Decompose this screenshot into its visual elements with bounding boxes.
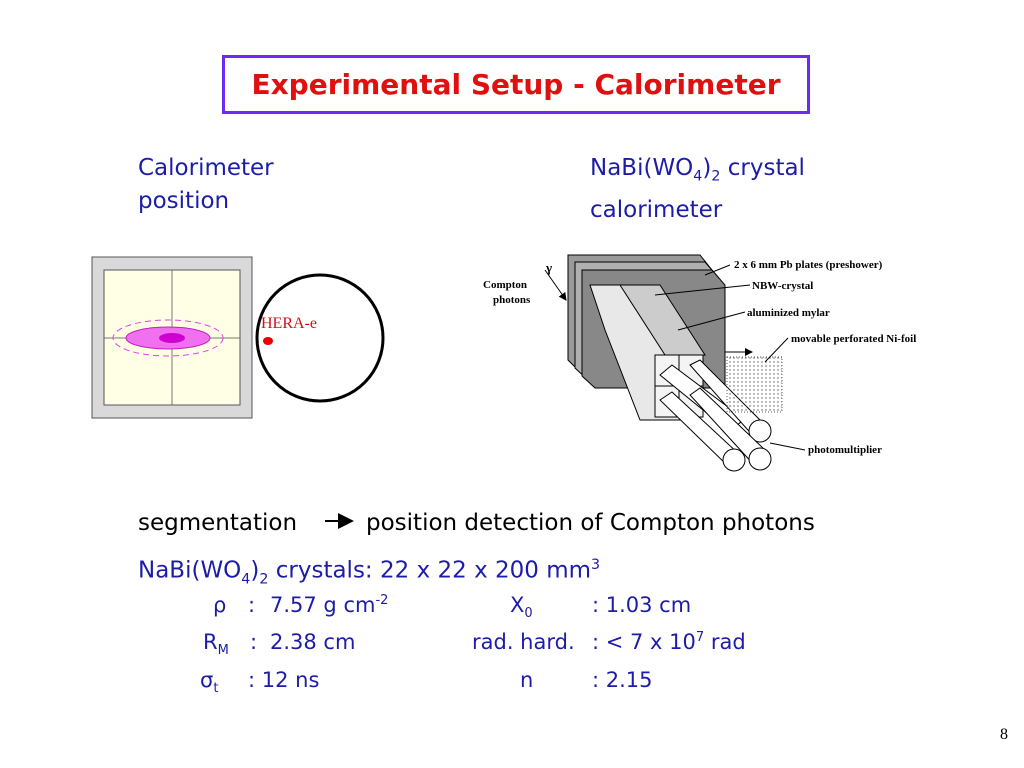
text: NaBi(WO — [590, 155, 694, 181]
property: : — [250, 630, 258, 654]
figure-label: aluminized mylar — [747, 307, 830, 319]
subscript: 2 — [711, 168, 721, 185]
property: 7.57 g cm-2 — [270, 593, 388, 617]
superscript: 7 — [695, 630, 705, 645]
subscript: 2 — [259, 571, 269, 588]
text: σ — [200, 668, 214, 692]
beam-label: HERA-e — [261, 315, 317, 332]
property: rad. hard. — [472, 630, 575, 654]
crystals: NaBi(WO4)2 crystals: 22 x 22 x 200 mm3 — [138, 549, 600, 596]
subscript: 4 — [693, 168, 703, 185]
figure-label: photomultiplier — [808, 444, 882, 456]
property: : 12 ns — [248, 668, 320, 692]
figure-label: 2 x 6 mm Pb plates (preshower) — [734, 259, 883, 271]
subscript: 0 — [524, 606, 533, 622]
property: RM — [203, 630, 229, 658]
property: n — [520, 668, 534, 692]
text: R — [203, 630, 218, 654]
text: NaBi(WO — [138, 557, 242, 584]
text: crystal — [720, 155, 805, 181]
property: X0 — [510, 593, 533, 621]
text: 7.57 g cm — [270, 593, 376, 617]
property: : 1.03 cm — [592, 593, 692, 617]
subscript: t — [213, 681, 219, 697]
property: : 2.15 — [592, 668, 653, 692]
text: ) — [250, 557, 260, 584]
figure-label: γ — [545, 260, 552, 275]
left-heading: Calorimeter position — [138, 152, 274, 218]
figure-label: photons — [493, 294, 531, 306]
figure-label: NBW-crystal — [752, 280, 813, 292]
text: crystals: 22 x 22 x 200 mm — [268, 557, 592, 584]
page-number: 8 — [1000, 726, 1008, 743]
text: X — [510, 593, 525, 617]
property: : — [248, 593, 256, 617]
property: : < 7 x 107 rad — [592, 630, 746, 654]
superscript: 3 — [591, 557, 601, 573]
figure-label: movable perforated Ni-foil — [791, 333, 916, 345]
position-figure: HERA-e — [91, 256, 385, 419]
slide-title: Experimental Setup - Calorimeter — [222, 55, 810, 114]
segmentation-left: segmentation — [138, 510, 298, 536]
text: ) — [702, 155, 712, 181]
text: position — [138, 188, 230, 214]
property: σt — [200, 668, 218, 696]
text: Calorimeter — [138, 155, 274, 181]
calorimeter-figure — [544, 254, 806, 472]
segmentation-right: position detection of Compton photons — [366, 510, 815, 536]
superscript: -2 — [375, 593, 389, 608]
property: ρ — [213, 593, 227, 617]
figure-label: Compton — [483, 279, 527, 291]
text: rad — [704, 630, 746, 654]
property: 2.38 cm — [270, 630, 356, 654]
subscript: 4 — [241, 571, 251, 588]
text: : < 7 x 10 — [592, 630, 696, 654]
subscript: M — [217, 643, 229, 659]
text: calorimeter — [590, 196, 723, 223]
right-heading: NaBi(WO4)2 crystal calorimeter — [590, 152, 805, 227]
